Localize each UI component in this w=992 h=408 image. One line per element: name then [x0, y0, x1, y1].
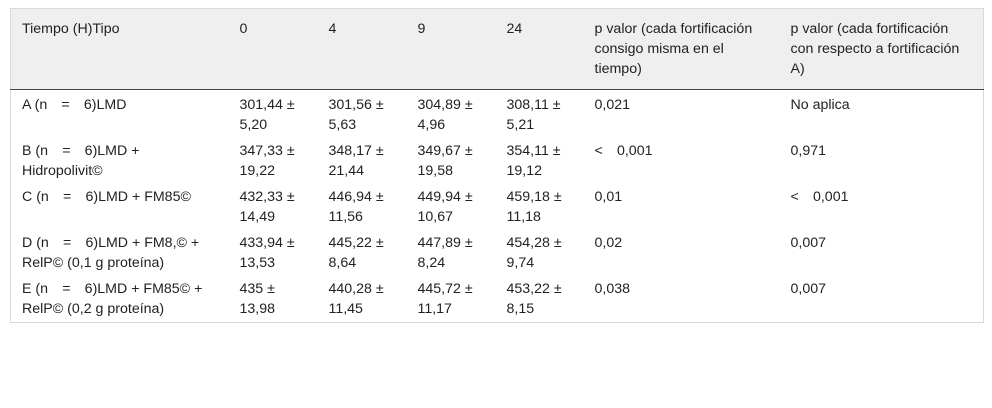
cell-time-4: 348,17 ± 21,44 [328, 143, 388, 179]
cell-p-valor-fortificacion: 0,007 [790, 281, 827, 297]
header-p-valor-fortificacion: p valor (cada fortificación con respecto… [790, 21, 963, 77]
data-table: Tiempo (H)Tipo 0 4 9 24 p valor (cada fo… [10, 8, 984, 323]
cell-time-4: 440,28 ± 11,45 [328, 281, 388, 317]
cell-p-valor-tiempo: < 0,001 [594, 143, 653, 159]
cell-time-4: 446,94 ± 11,56 [328, 189, 388, 225]
cell-time-24: 308,11 ± 5,21 [506, 97, 565, 133]
cell-p-valor-fortificacion: No aplica [790, 97, 850, 113]
table-container: Tiempo (H)Tipo 0 4 9 24 p valor (cada fo… [10, 8, 984, 323]
cell-p-valor-tiempo: 0,01 [594, 189, 623, 205]
cell-time-4: 445,22 ± 8,64 [328, 235, 388, 271]
cell-tipo: E (n = 6)LMD + FM85© + RelP© (0,2 g prot… [22, 281, 207, 317]
header-time-9: 9 [417, 21, 426, 37]
cell-time-9: 449,94 ± 10,67 [417, 189, 477, 225]
header-time-4: 4 [328, 21, 337, 37]
cell-time-24: 459,18 ± 11,18 [506, 189, 566, 225]
cell-tipo: D (n = 6)LMD + FM8,© + RelP© (0,1 g prot… [22, 235, 204, 271]
header-row: Tiempo (H)Tipo 0 4 9 24 p valor (cada fo… [10, 8, 984, 90]
cell-p-valor-tiempo: 0,038 [594, 281, 631, 297]
cell-p-valor-fortificacion: 0,007 [790, 235, 827, 251]
table-row: D (n = 6)LMD + FM8,© + RelP© (0,1 g prot… [11, 230, 984, 276]
header-time-0: 0 [239, 21, 248, 37]
table-row: A (n = 6)LMD 301,44 ± 5,20 301,56 ± 5,63… [11, 90, 984, 139]
table-row: E (n = 6)LMD + FM85© + RelP© (0,2 g prot… [11, 276, 984, 323]
cell-tipo: A (n = 6)LMD [22, 97, 127, 113]
cell-time-0: 301,44 ± 5,20 [239, 97, 299, 133]
header-p-valor-tiempo: p valor (cada fortificación consigo mism… [594, 21, 757, 77]
header-tiempo-tipo: Tiempo (H)Tipo [22, 21, 120, 37]
cell-time-0: 433,94 ± 13,53 [239, 235, 299, 271]
cell-time-0: 435 ± 13,98 [239, 281, 279, 317]
cell-time-9: 349,67 ± 19,58 [417, 143, 477, 179]
cell-tipo: B (n = 6)LMD + Hidropolivit© [22, 143, 144, 179]
table-row: C (n = 6)LMD + FM85© 432,33 ± 14,49 446,… [11, 184, 984, 230]
cell-p-valor-tiempo: 0,021 [594, 97, 631, 113]
cell-time-0: 347,33 ± 19,22 [239, 143, 299, 179]
header-time-24: 24 [506, 21, 523, 37]
cell-time-9: 445,72 ± 11,17 [417, 281, 477, 317]
cell-time-24: 454,28 ± 9,74 [506, 235, 566, 271]
cell-p-valor-fortificacion: 0,971 [790, 143, 827, 159]
cell-time-9: 304,89 ± 4,96 [417, 97, 477, 133]
cell-p-valor-fortificacion: < 0,001 [790, 189, 849, 205]
cell-time-0: 432,33 ± 14,49 [239, 189, 299, 225]
cell-time-24: 354,11 ± 19,12 [506, 143, 565, 179]
cell-time-24: 453,22 ± 8,15 [506, 281, 566, 317]
cell-tipo: C (n = 6)LMD + FM85© [22, 189, 191, 205]
cell-p-valor-tiempo: 0,02 [594, 235, 623, 251]
table-row: B (n = 6)LMD + Hidropolivit© 347,33 ± 19… [11, 138, 984, 184]
cell-time-4: 301,56 ± 5,63 [328, 97, 388, 133]
cell-time-9: 447,89 ± 8,24 [417, 235, 477, 271]
